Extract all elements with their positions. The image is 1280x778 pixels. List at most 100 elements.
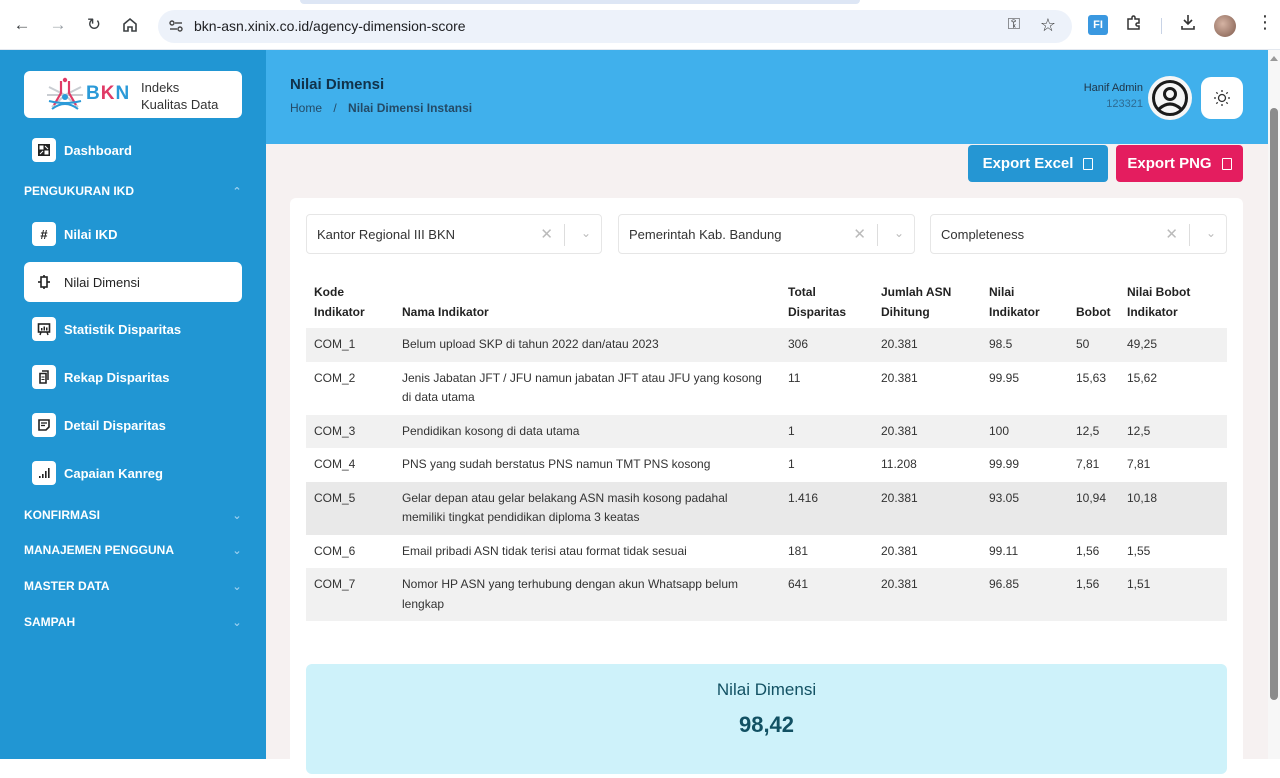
table-row[interactable]: COM_7 Nomor HP ASN yang terhubung dengan… [306, 568, 1227, 621]
profile-avatar[interactable] [1214, 15, 1236, 37]
sidebar-item-label: Detail Disparitas [64, 417, 166, 433]
browser-menu-icon[interactable]: ⋮ [1256, 12, 1274, 32]
cell-nilai-bobot: 12,5 [1119, 414, 1227, 448]
cell-jumlah-asn: 20.381 [873, 414, 981, 448]
site-settings-icon[interactable] [166, 16, 186, 36]
clear-icon[interactable]: ✕ [1165, 226, 1178, 243]
logo-title: Indeks Kualitas Data [141, 80, 219, 112]
main-content: Export Excel Export PNG Kantor Regional … [266, 144, 1268, 778]
export-png-button[interactable]: Export PNG [1116, 145, 1243, 182]
table-row[interactable]: COM_5 Gelar depan atau gelar belakang AS… [306, 481, 1227, 535]
instansi-select[interactable]: Pemerintah Kab. Bandung ✕ ⌄ [618, 214, 915, 254]
sidebar: BKN Indeks Kualitas Data Dashboard PENGU… [0, 50, 266, 759]
browser-toolbar: ← → ↻ bkn-asn.xinix.co.id/agency-dimensi… [0, 0, 1280, 50]
col-jumlah-asn[interactable]: Jumlah ASN Dihitung [881, 285, 952, 319]
sidebar-item-label: Nilai IKD [64, 226, 118, 242]
breadcrumb-home[interactable]: Home [290, 101, 323, 115]
sidebar-item-nilai-ikd[interactable]: # Nilai IKD [24, 214, 242, 254]
extension-fi-icon[interactable]: FI [1088, 15, 1108, 35]
cell-nama: PNS yang sudah berstatus PNS namun TMT P… [402, 457, 711, 471]
file-icon [1221, 157, 1232, 170]
cell-jumlah-asn: 20.381 [881, 543, 918, 558]
col-kode-indikator[interactable]: Kode Indikator [314, 285, 365, 319]
user-avatar[interactable] [1148, 76, 1192, 120]
cell-kode: COM_4 [314, 457, 356, 471]
select-divider [564, 224, 565, 246]
cell-jumlah-asn: 20.381 [881, 370, 918, 385]
cell-total-disparitas: 1 [780, 414, 873, 448]
col-nilai-bobot-indikator[interactable]: Nilai Bobot Indikator [1127, 285, 1191, 319]
logo-brand: BKN [86, 83, 131, 104]
chevron-down-icon: ⌄ [232, 616, 242, 629]
chevron-down-icon[interactable]: ⌄ [580, 226, 591, 240]
presentation-chart-icon [32, 317, 56, 341]
clear-icon[interactable]: ✕ [540, 226, 553, 243]
bookmark-star-icon[interactable]: ☆ [1039, 15, 1056, 35]
section-konfirmasi[interactable]: KONFIRMASI ⌄ [24, 505, 244, 525]
cell-bobot: 1,56 [1076, 543, 1100, 558]
cell-total-disparitas: 11 [788, 370, 801, 385]
col-total-disparitas[interactable]: Total Disparitas [788, 285, 847, 319]
cell-kode: COM_6 [314, 543, 356, 558]
table-row[interactable]: COM_1 Belum upload SKP di tahun 2022 dan… [306, 328, 1227, 362]
address-bar[interactable]: bkn-asn.xinix.co.id/agency-dimension-sco… [158, 10, 1072, 43]
chevron-down-icon[interactable]: ⌄ [1205, 226, 1216, 240]
page-scrollbar[interactable] [1268, 50, 1280, 759]
password-key-icon[interactable]: ⚿ [1007, 16, 1020, 33]
sidebar-item-statistik-disparitas[interactable]: Statistik Disparitas [24, 309, 242, 349]
select-divider [877, 224, 878, 246]
cell-total-disparitas: 1.416 [780, 481, 873, 535]
back-icon[interactable]: ← [13, 15, 31, 34]
dimensi-select[interactable]: Completeness ✕ ⌄ [930, 214, 1227, 254]
reload-icon[interactable]: ↻ [86, 15, 102, 34]
theme-toggle-button[interactable] [1201, 77, 1243, 119]
extensions-puzzle-icon[interactable] [1125, 14, 1143, 37]
cell-nama: Belum upload SKP di tahun 2022 dan/atau … [394, 328, 780, 362]
sidebar-item-rekap-disparitas[interactable]: Rekap Disparitas [24, 357, 242, 397]
home-icon[interactable] [119, 14, 141, 36]
col-nama-indikator[interactable]: Nama Indikator [402, 305, 489, 319]
select-divider [1189, 224, 1190, 246]
scroll-up-arrow-icon[interactable] [1270, 56, 1278, 61]
table-row[interactable]: COM_4 PNS yang sudah berstatus PNS namun… [306, 448, 1227, 482]
col-bobot[interactable]: Bobot [1076, 305, 1111, 319]
clear-icon[interactable]: ✕ [853, 226, 866, 243]
cell-nilai-bobot: 49,25 [1119, 328, 1227, 362]
section-master-data[interactable]: MASTER DATA ⌄ [24, 576, 244, 596]
chevron-down-icon[interactable]: ⌄ [893, 226, 904, 240]
table-row[interactable]: COM_3 Pendidikan kosong di data utama 1 … [306, 414, 1227, 448]
section-manajemen-pengguna[interactable]: MANAJEMEN PENGGUNA ⌄ [24, 540, 244, 560]
cell-nama: Email pribadi ASN tidak terisi atau form… [402, 543, 687, 558]
chevron-down-icon: ⌄ [232, 580, 242, 593]
sidebar-item-label: Rekap Disparitas [64, 369, 170, 385]
cell-total-disparitas: 306 [780, 328, 873, 362]
cell-bobot: 7,81 [1076, 457, 1100, 471]
logo[interactable]: BKN Indeks Kualitas Data [24, 71, 242, 118]
kanreg-select[interactable]: Kantor Regional III BKN ✕ ⌄ [306, 214, 602, 254]
export-excel-button[interactable]: Export Excel [968, 145, 1108, 182]
summary-value: 98,42 [738, 712, 795, 737]
sidebar-item-dashboard[interactable]: Dashboard [24, 130, 242, 170]
scrollbar-thumb[interactable] [1270, 108, 1278, 700]
nilai-dimensi-summary: Nilai Dimensi 98,42 [306, 664, 1227, 774]
sidebar-item-capaian-kanreg[interactable]: Capaian Kanreg [24, 453, 242, 493]
page-title: Nilai Dimensi [290, 76, 385, 93]
download-icon[interactable] [1179, 13, 1197, 36]
url-text[interactable]: bkn-asn.xinix.co.id/agency-dimension-sco… [194, 18, 466, 34]
table-row[interactable]: COM_2 Jenis Jabatan JFT / JFU namun jaba… [306, 362, 1227, 415]
bar-signal-icon [32, 461, 56, 485]
section-pengukuran-ikd[interactable]: PENGUKURAN IKD ⌃ [24, 181, 244, 201]
forward-icon[interactable]: → [49, 15, 67, 34]
chevron-down-icon: ⌄ [232, 544, 242, 557]
section-sampah[interactable]: SAMPAH ⌄ [24, 612, 244, 632]
sidebar-item-nilai-dimensi[interactable]: Nilai Dimensi [24, 262, 242, 302]
table-row[interactable]: COM_6 Email pribadi ASN tidak terisi ata… [306, 535, 1227, 569]
sidebar-item-detail-disparitas[interactable]: Detail Disparitas [24, 405, 242, 445]
section-label: MASTER DATA [24, 579, 110, 593]
dashboard-icon [32, 138, 56, 162]
col-nilai-indikator[interactable]: Nilai Indikator [989, 285, 1040, 319]
cell-kode: COM_1 [306, 328, 394, 362]
sidebar-item-label: Nilai Dimensi [64, 274, 140, 290]
cell-nilai-indikator: 96.85 [981, 568, 1068, 621]
cell-bobot: 15,63 [1076, 370, 1107, 385]
